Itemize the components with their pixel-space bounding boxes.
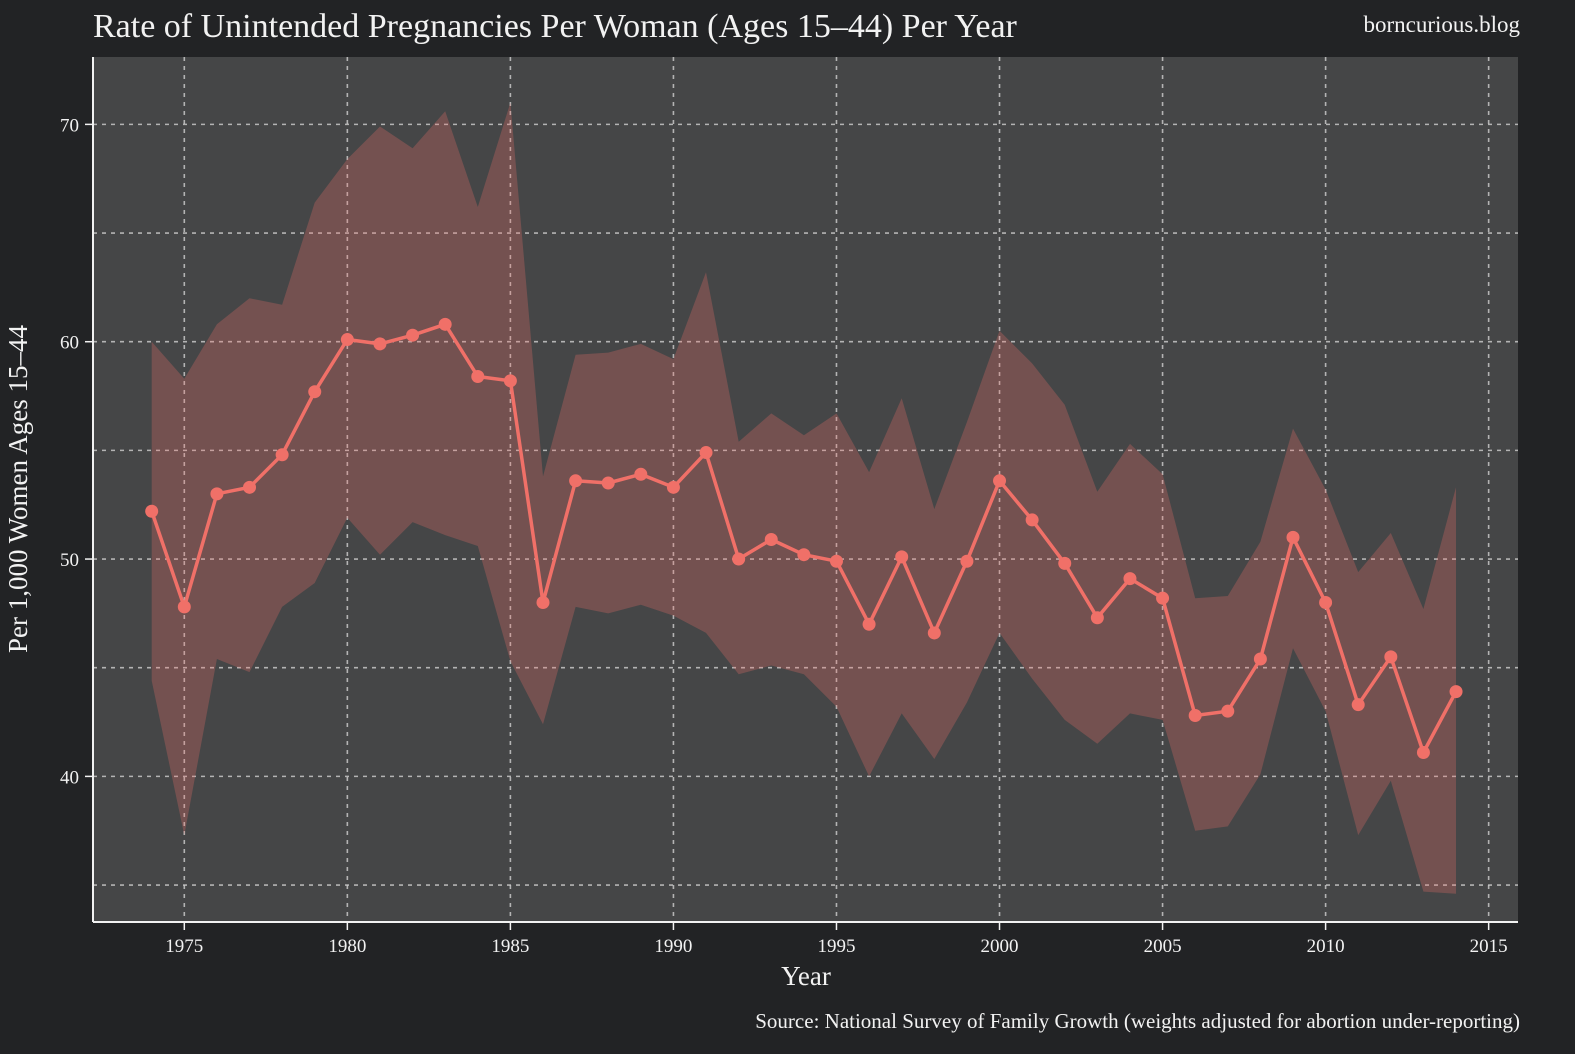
data-point	[699, 446, 713, 460]
data-point	[1253, 652, 1267, 666]
x-axis-label: Year	[781, 961, 831, 991]
data-point	[145, 504, 159, 518]
plot-area	[93, 57, 1518, 922]
data-point	[764, 532, 778, 546]
y-axis-label: Per 1,000 Women Ages 15–44	[3, 324, 33, 653]
x-tick-label: 2015	[1470, 936, 1508, 957]
data-point	[438, 317, 452, 331]
chart-title: Rate of Unintended Pregnancies Per Woman…	[93, 8, 1018, 45]
data-point	[503, 374, 517, 388]
confidence-band-layer	[151, 102, 1457, 894]
x-tick-label: 1975	[165, 936, 203, 957]
data-point	[406, 328, 420, 342]
source-note: Source: National Survey of Family Growth…	[755, 1009, 1520, 1033]
data-point	[895, 550, 909, 564]
data-point	[243, 480, 257, 494]
data-point	[634, 467, 648, 481]
data-point	[1188, 709, 1202, 723]
data-point	[732, 552, 746, 566]
data-points	[145, 317, 1463, 759]
data-point	[1090, 611, 1104, 625]
data-point	[373, 337, 387, 351]
x-tick-label: 2010	[1307, 936, 1345, 957]
data-point	[536, 596, 550, 610]
x-tick-label: 2000	[981, 936, 1019, 957]
data-point	[1058, 556, 1072, 570]
data-point	[1221, 704, 1235, 718]
data-point	[862, 617, 876, 631]
data-point	[960, 554, 974, 568]
data-point	[340, 333, 354, 347]
confidence-band	[151, 102, 1457, 894]
x-tick-label: 2005	[1144, 936, 1182, 957]
data-point	[177, 600, 191, 614]
data-point	[666, 480, 680, 494]
data-point	[275, 448, 289, 462]
data-point	[1449, 685, 1463, 699]
x-tick-label: 1990	[654, 936, 692, 957]
data-point	[569, 474, 583, 488]
data-point	[1025, 513, 1039, 527]
data-point	[797, 548, 811, 562]
data-point	[1286, 530, 1300, 544]
y-tick-label: 70	[60, 115, 79, 136]
data-point	[1156, 591, 1170, 605]
x-tick-label: 1995	[817, 936, 855, 957]
y-tick-labels: 40 50 60 70	[60, 115, 79, 788]
x-tick-label: 1980	[328, 936, 366, 957]
y-tick-label: 60	[60, 333, 79, 354]
data-point	[308, 385, 322, 399]
x-tick-label: 1985	[491, 936, 529, 957]
y-tick-label: 40	[60, 767, 79, 788]
watermark: borncurious.blog	[1363, 12, 1520, 37]
data-point	[1351, 698, 1365, 712]
data-point	[210, 487, 224, 501]
x-tick-labels: 1975 1980 1985 1990 1995 2000 2005 2010 2015	[165, 936, 1507, 957]
grid-lines	[93, 57, 1518, 922]
data-point	[1319, 596, 1333, 610]
data-point	[993, 474, 1007, 488]
data-point	[601, 476, 615, 490]
data-point	[1384, 650, 1398, 664]
data-point	[471, 369, 485, 383]
data-point	[927, 626, 941, 640]
data-point	[1123, 572, 1137, 586]
y-tick-label: 50	[60, 550, 79, 571]
data-point	[829, 554, 843, 568]
data-point	[1416, 745, 1430, 759]
axes	[85, 57, 1518, 930]
